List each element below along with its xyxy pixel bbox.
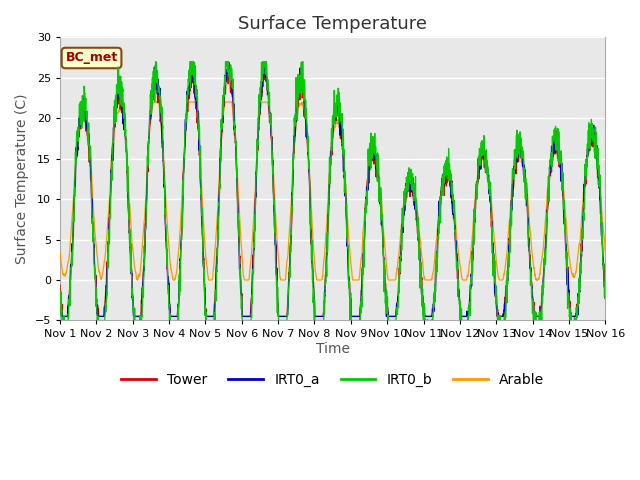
Text: BC_met: BC_met: [65, 51, 118, 64]
X-axis label: Time: Time: [316, 342, 349, 356]
Tower: [602, 294, 609, 300]
Tower: [266, 119, 273, 125]
IRT0_a: [266, 111, 273, 117]
Line: IRT0_b: IRT0_b: [60, 61, 605, 321]
Tower: [118, 99, 126, 105]
Arable: [151, 99, 159, 105]
Title: Surface Temperature: Surface Temperature: [238, 15, 427, 33]
IRT0_a: [58, 313, 66, 319]
Tower: [591, 142, 599, 148]
IRT0_a: [289, 164, 297, 170]
Arable: [532, 276, 540, 282]
Arable: [118, 109, 126, 115]
Arable: [149, 99, 157, 105]
Arable: [289, 162, 297, 168]
Tower: [289, 167, 297, 173]
IRT0_a: [225, 60, 232, 65]
IRT0_a: [56, 294, 64, 300]
Line: IRT0_a: IRT0_a: [60, 62, 605, 316]
Legend: Tower, IRT0_a, IRT0_b, Arable: Tower, IRT0_a, IRT0_b, Arable: [116, 368, 550, 393]
IRT0_b: [58, 318, 66, 324]
IRT0_a: [591, 138, 599, 144]
Arable: [266, 111, 273, 117]
IRT0_b: [602, 279, 609, 285]
Line: Arable: Arable: [60, 102, 605, 280]
IRT0_b: [591, 155, 599, 161]
IRT0_a: [118, 105, 126, 110]
Arable: [134, 277, 141, 283]
Arable: [602, 249, 609, 255]
IRT0_b: [266, 89, 273, 95]
Tower: [56, 282, 64, 288]
IRT0_b: [289, 163, 297, 168]
IRT0_a: [151, 72, 159, 78]
Tower: [532, 312, 540, 318]
IRT0_a: [532, 313, 540, 319]
Arable: [56, 250, 64, 256]
Tower: [225, 65, 233, 71]
IRT0_b: [151, 99, 159, 105]
Tower: [59, 313, 67, 319]
IRT0_b: [56, 300, 64, 306]
Y-axis label: Surface Temperature (C): Surface Temperature (C): [15, 94, 29, 264]
Line: Tower: Tower: [60, 68, 605, 316]
Tower: [151, 87, 159, 93]
Arable: [591, 143, 599, 149]
IRT0_a: [602, 295, 609, 301]
IRT0_b: [532, 318, 540, 324]
IRT0_b: [152, 59, 159, 64]
IRT0_b: [118, 90, 126, 96]
